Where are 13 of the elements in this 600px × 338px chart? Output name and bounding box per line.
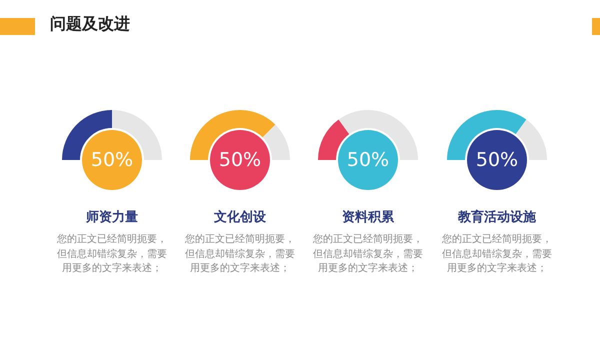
text: 您的正文已经简明扼要，但信息却错综复杂，需要用更多的文字来表述； — [441, 233, 553, 276]
text: 50% — [218, 148, 262, 172]
text: 资料积累 — [341, 209, 395, 226]
text: 文化创设 — [213, 208, 267, 226]
text: 50% — [90, 148, 134, 172]
text: 教育活动设施 — [456, 208, 537, 226]
text: 50% — [474, 148, 520, 172]
text: 您的正文已经简明扼要，但信息却错综复杂，需要用更多的文字来表述； — [56, 233, 168, 276]
text: 您的正文已经简明扼要，但信息却错综复杂，需要用更多的文字来表述； — [184, 233, 296, 276]
text: 问题及改进 — [50, 14, 130, 35]
text: 50% — [346, 148, 390, 172]
text: 您的正文已经简明扼要，但信息却错综复杂，需要用更多的文字来表述； — [312, 233, 424, 276]
text: 师资力量 — [85, 209, 139, 226]
